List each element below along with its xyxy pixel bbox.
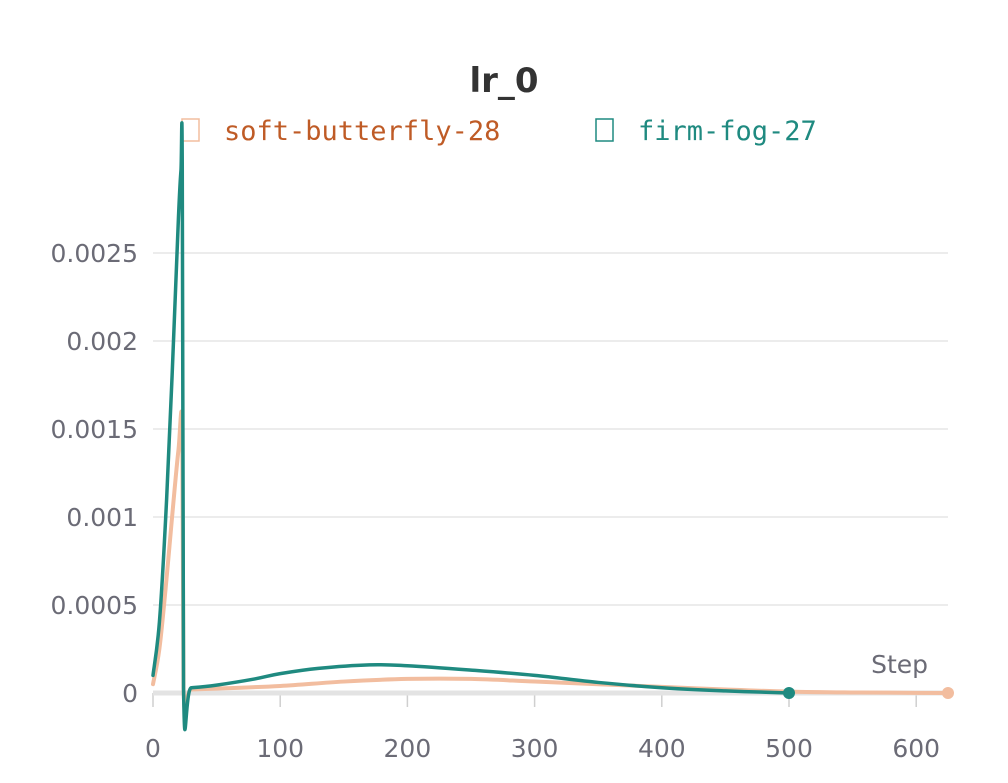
x-axis-ticks: 0 100 200 300 400 500 600 [145,693,940,763]
chart-title: lr_0 [469,61,538,101]
y-tick-label: 0.0005 [51,591,138,620]
y-tick-label: 0 [122,679,138,708]
legend-swatch [181,118,200,142]
x-tick-label: 200 [384,734,432,763]
y-tick-label: 0.002 [66,327,138,356]
series-endpoint-soft-butterfly-28 [942,687,954,699]
legend-label: firm-fog-27 [638,116,817,147]
y-tick-label: 0.0015 [51,415,138,444]
x-tick-label: 400 [638,734,686,763]
y-tick-label: 0.001 [66,503,138,532]
x-tick-label: 500 [765,734,813,763]
series-line-firm-fog-27 [151,121,791,732]
legend-swatch [595,118,614,142]
x-tick-label: 0 [145,734,161,763]
legend-label: soft-butterfly-28 [224,116,500,147]
series-lines [151,121,954,732]
x-axis-label: Step [871,650,928,679]
grid-lines [153,252,948,606]
legend: soft-butterfly-28 firm-fog-27 [181,116,817,147]
y-axis-ticks: 0 0.0005 0.001 0.0015 0.002 0.0025 [51,239,138,708]
x-tick-label: 300 [511,734,559,763]
series-line-soft-butterfly-28 [151,409,950,713]
y-tick-label: 0.0025 [51,239,138,268]
x-tick-label: 100 [256,734,304,763]
x-tick-label: 600 [892,734,940,763]
series-endpoint-firm-fog-27 [783,687,795,699]
